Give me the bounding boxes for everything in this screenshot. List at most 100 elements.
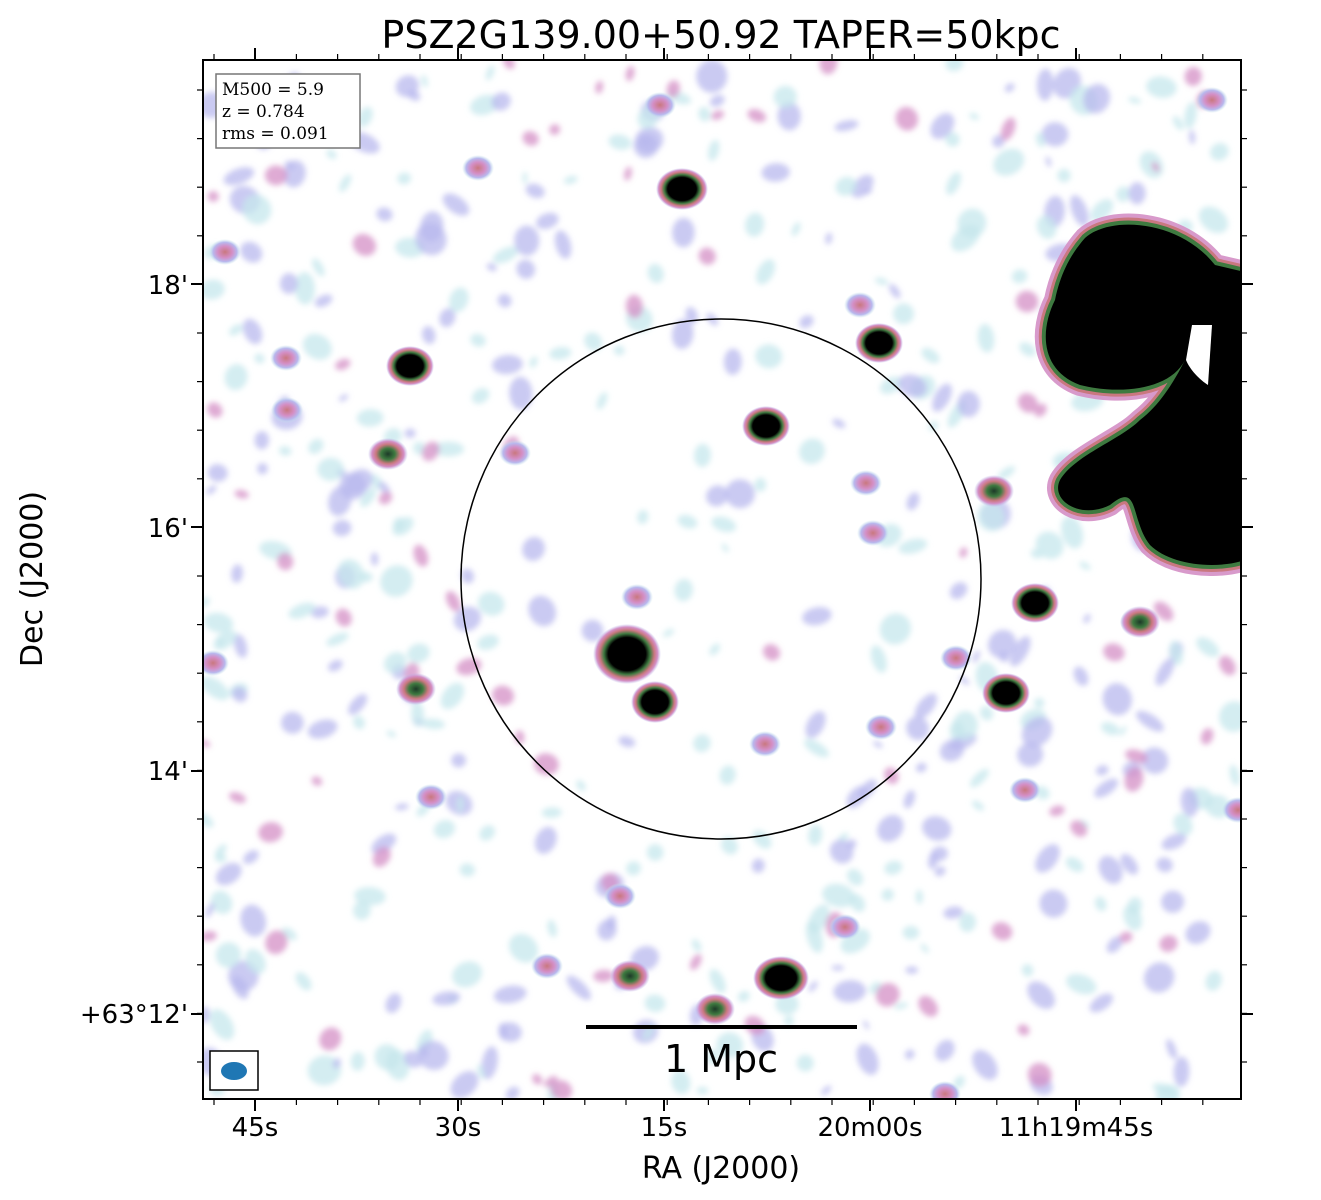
emission-blob: [1061, 516, 1084, 549]
emission-blob: [417, 1040, 449, 1071]
emission-blob: [875, 982, 900, 1007]
emission-blob: [1125, 749, 1148, 764]
emission-blob: [311, 606, 329, 619]
emission-blob: [421, 325, 436, 345]
emission-blob: [311, 776, 323, 786]
emission-blob: [1159, 935, 1178, 952]
emission-blob: [477, 634, 499, 650]
emission-blob: [264, 165, 288, 186]
bright-source: [742, 406, 790, 446]
weak-source: [844, 292, 876, 318]
emission-blob: [884, 860, 903, 875]
emission-blob: [625, 65, 635, 82]
emission-blob: [421, 441, 440, 462]
emission-blob: [761, 163, 790, 182]
emission-blob: [1015, 290, 1039, 313]
emission-blob: [593, 969, 614, 982]
noise-field: [203, 60, 1241, 1099]
emission-blob: [613, 345, 625, 356]
emission-blob: [745, 212, 765, 237]
emission-blob: [433, 819, 456, 839]
emission-blob: [674, 578, 693, 602]
emission-blob: [716, 1032, 744, 1059]
emission-blob: [240, 904, 267, 937]
emission-blob: [796, 1054, 814, 1072]
emission-blob: [930, 113, 955, 140]
emission-blob: [243, 850, 259, 865]
emission-blob: [380, 565, 413, 597]
emission-blob: [374, 1044, 401, 1071]
medium-source: [368, 438, 408, 470]
emission-blob: [210, 890, 233, 914]
emission-blob: [522, 536, 545, 561]
emission-blob: [224, 364, 248, 391]
emission-blob: [805, 711, 826, 739]
emission-blob: [1021, 963, 1034, 977]
emission-blob: [1095, 765, 1109, 776]
emission-blob: [1045, 156, 1052, 167]
emission-blob: [302, 333, 332, 360]
emission-blob: [903, 790, 916, 809]
emission-blob: [353, 715, 365, 730]
emission-blob: [407, 90, 421, 101]
medium-source: [396, 673, 436, 705]
emission-blob: [1172, 116, 1184, 131]
emission-blob: [477, 591, 505, 616]
emission-blob: [977, 502, 1006, 532]
emission-blob: [1141, 747, 1169, 774]
emission-blob: [1036, 215, 1057, 239]
emission-blob: [709, 968, 726, 994]
emission-blob: [874, 277, 889, 285]
emission-blob: [945, 132, 960, 147]
emission-blob: [509, 376, 533, 410]
emission-blob: [1083, 83, 1111, 114]
emission-blob: [877, 814, 904, 842]
emission-blob: [685, 307, 698, 324]
emission-blob: [1116, 186, 1131, 203]
emission-blob: [339, 174, 352, 193]
emission-blob: [710, 110, 725, 120]
emission-blob: [957, 390, 980, 418]
emission-blob: [242, 194, 272, 225]
emission-blob: [1123, 904, 1143, 931]
emission-blob: [829, 839, 854, 864]
emission-blob: [284, 160, 295, 170]
emission-blob: [1124, 766, 1144, 792]
emission-blob: [209, 1009, 235, 1041]
emission-blob: [972, 650, 980, 663]
emission-blob: [920, 943, 929, 954]
emission-blob: [1027, 1062, 1052, 1087]
emission-blob: [207, 402, 223, 418]
emission-blob: [1196, 637, 1220, 657]
emission-blob: [671, 319, 694, 350]
emission-blob: [1152, 1083, 1177, 1097]
emission-blob: [440, 682, 465, 710]
emission-blob: [1017, 742, 1044, 767]
emission-blob: [833, 980, 867, 1003]
emission-blob: [1155, 657, 1175, 686]
emission-blob: [808, 981, 818, 992]
emission-blob: [696, 60, 728, 93]
emission-blob: [254, 431, 270, 450]
emission-blob: [392, 516, 414, 536]
y-tick-label: 14': [148, 757, 188, 787]
emission-blob: [626, 861, 641, 876]
emission-blob: [1066, 973, 1097, 995]
emission-blob: [231, 564, 243, 583]
m500-text: M500 = 5.9: [222, 80, 324, 100]
emission-blob: [928, 421, 939, 431]
emission-blob: [383, 652, 407, 674]
emission-blob: [1021, 716, 1053, 748]
emission-blob: [1156, 857, 1173, 873]
bright-source: [593, 624, 661, 684]
emission-blob: [376, 207, 393, 222]
emission-blob: [543, 1075, 558, 1088]
emission-blob: [1205, 970, 1222, 991]
emission-blob: [460, 568, 475, 584]
emission-blob: [949, 582, 968, 600]
emission-blob: [881, 888, 894, 901]
emission-blob: [935, 1039, 955, 1062]
emission-blob: [203, 931, 217, 942]
emission-blob: [893, 303, 914, 325]
extended-radio-galaxy: [1034, 213, 1241, 576]
